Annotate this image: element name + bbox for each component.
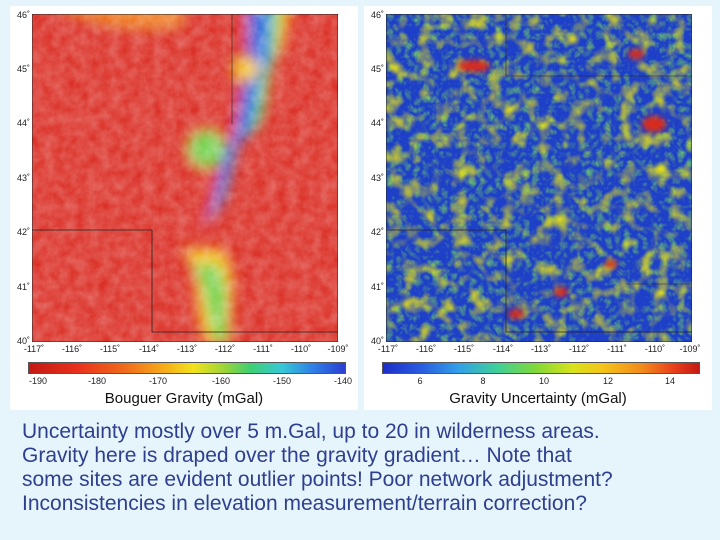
colorbar-tick: 6 [417, 376, 423, 386]
gravity-uncertainty-map [386, 14, 692, 342]
colorbar-tick: -140 [333, 376, 353, 386]
lon-tick: -114˚ [138, 344, 160, 354]
lon-tick: -116˚ [415, 344, 437, 354]
bouguer-colorbar [28, 362, 346, 374]
lon-tick: -113˚ [530, 344, 552, 354]
lon-tick: -114˚ [492, 344, 514, 354]
lat-tick: 45˚ [370, 64, 384, 74]
colorbar-tick: 12 [602, 376, 614, 386]
uncertainty-colorbar [382, 362, 700, 374]
lon-tick: -111˚ [253, 344, 273, 354]
lon-tick: -113˚ [176, 344, 198, 354]
caption-line: Gravity here is draped over the gravity … [22, 444, 572, 467]
lon-tick: -116˚ [61, 344, 83, 354]
colorbar-label: Bouguer Gravity (mGal) [104, 390, 264, 407]
lon-tick: -109˚ [327, 344, 349, 354]
colorbar-tick: 14 [664, 376, 676, 386]
lat-tick: 42˚ [16, 227, 30, 237]
lon-tick: -109˚ [679, 344, 701, 354]
colorbar-tick: 8 [480, 376, 486, 386]
lat-tick: 43˚ [370, 173, 384, 183]
lat-tick: 46˚ [16, 10, 30, 20]
caption-line: some sites are evident outlier points! P… [22, 468, 613, 491]
colorbar-tick: -180 [87, 376, 107, 386]
colorbar-tick: -160 [211, 376, 231, 386]
bouguer-gravity-map [32, 14, 338, 342]
caption-line: Uncertainty mostly over 5 m.Gal, up to 2… [22, 420, 600, 443]
lon-tick: -115˚ [99, 344, 121, 354]
lat-tick: 40˚ [16, 336, 30, 346]
lat-tick: 43˚ [16, 173, 30, 183]
lat-tick: 40˚ [370, 336, 384, 346]
lon-tick: -110˚ [644, 344, 666, 354]
lat-tick: 46˚ [370, 10, 384, 20]
colorbar-label: Gravity Uncertainty (mGal) [449, 390, 627, 407]
lat-tick: 41˚ [370, 282, 384, 292]
lon-tick: -111˚ [607, 344, 627, 354]
lon-tick: -110˚ [290, 344, 312, 354]
gravity-uncertainty-panel: 46˚ 45˚ 44˚ 43˚ 42˚ 41˚ 40˚ -117˚ -116˚ … [364, 6, 712, 410]
lat-tick: 44˚ [16, 118, 30, 128]
lon-tick: -117˚ [377, 344, 399, 354]
lon-tick: -117˚ [23, 344, 45, 354]
lon-tick: -112˚ [568, 344, 590, 354]
colorbar-tick: -150 [272, 376, 292, 386]
bouguer-gravity-panel: 46˚ 45˚ 44˚ 43˚ 42˚ 41˚ 40˚ -117˚ -116˚ … [10, 6, 358, 410]
colorbar-tick: 10 [538, 376, 550, 386]
lat-tick: 44˚ [370, 118, 384, 128]
lat-tick: 42˚ [370, 227, 384, 237]
lon-tick: -115˚ [453, 344, 475, 354]
caption-text: Uncertainty mostly over 5 m.Gal, up to 2… [22, 420, 712, 516]
colorbar-tick: -170 [148, 376, 168, 386]
lat-tick: 41˚ [16, 282, 30, 292]
caption-line: Inconsistencies in elevation measurement… [22, 492, 587, 515]
lat-tick: 45˚ [16, 64, 30, 74]
lon-tick: -112˚ [214, 344, 236, 354]
colorbar-tick: -190 [28, 376, 48, 386]
